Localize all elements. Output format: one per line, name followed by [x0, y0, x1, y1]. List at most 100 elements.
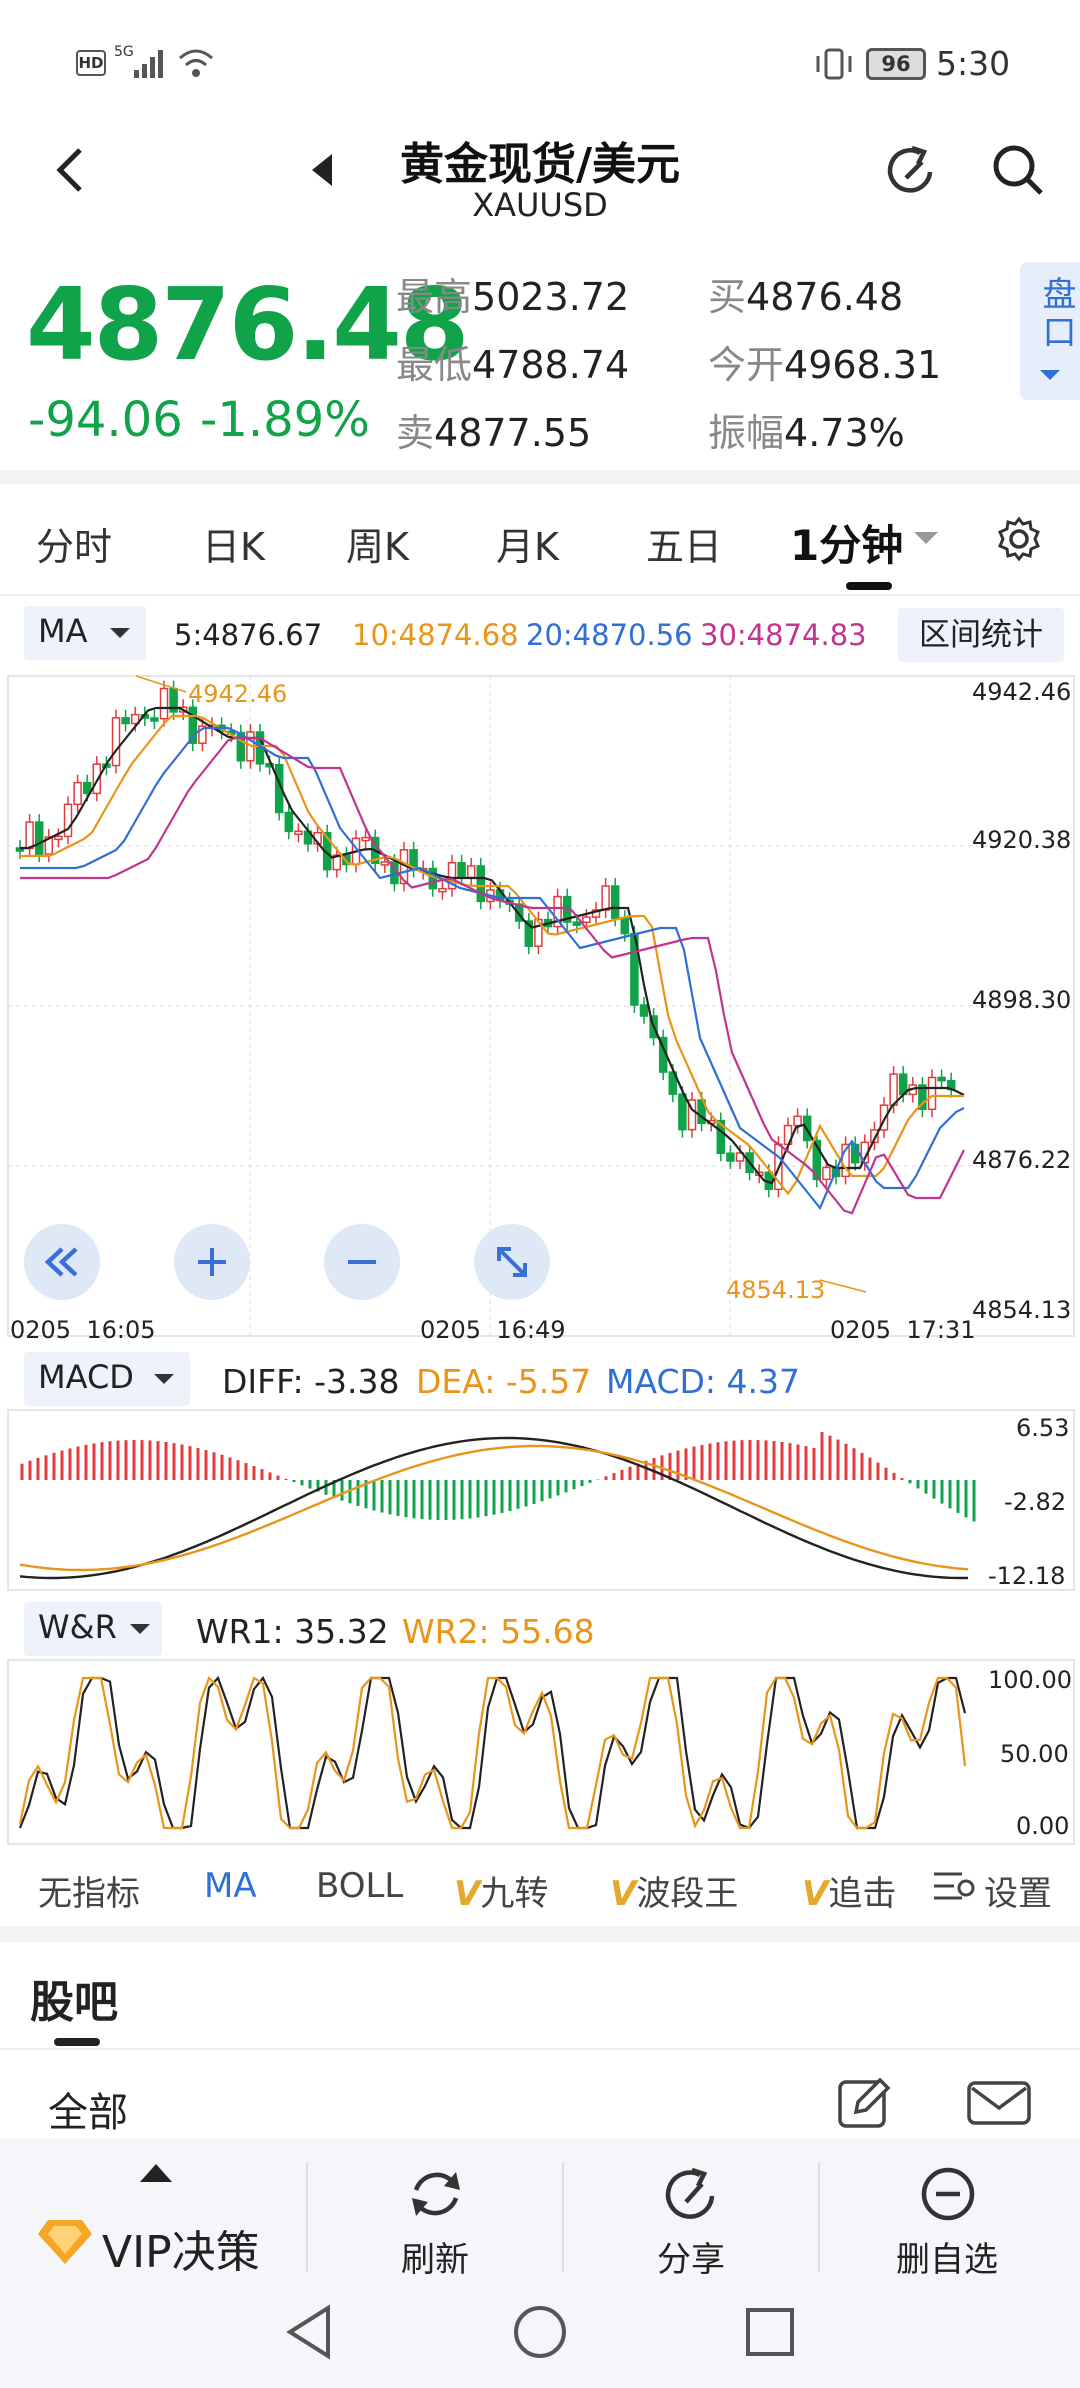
macd-chart: [7, 1409, 1075, 1591]
vip-decision-button[interactable]: VIP决策: [38, 2208, 298, 2278]
tab-weekly-k[interactable]: 周K: [346, 525, 409, 569]
quote-low: 最低4788.74: [396, 343, 630, 387]
nav-home-icon[interactable]: [512, 2304, 568, 2360]
macd-y-3: -12.18: [988, 1562, 1066, 1590]
price-change: -94.06: [28, 392, 183, 448]
time-label-1: 0205 16:05: [10, 1316, 156, 1344]
indicator-tabs: 无指标 MA BOLL V九转 V波段王 V追击 设置: [0, 1850, 1080, 1926]
ind-tab-boll[interactable]: BOLL: [316, 1866, 404, 1906]
share-icon: [665, 2167, 715, 2219]
y-label-2: 4920.38: [972, 826, 1072, 854]
wr2-value: WR2: 55.68: [402, 1612, 595, 1651]
status-time: 5:30: [936, 44, 1011, 83]
wr-y-1: 100.00: [988, 1666, 1072, 1694]
status-bar: HD 5G 96 5:30: [0, 0, 1080, 130]
share-icon[interactable]: [884, 142, 940, 202]
prev-instrument-icon[interactable]: [310, 152, 334, 192]
ind-tab-boduan[interactable]: V波段王: [610, 1874, 739, 1914]
quote-sell: 卖4877.55: [396, 411, 592, 455]
nav-back-icon[interactable]: [284, 2304, 334, 2360]
vip-v-icon: V: [454, 1874, 481, 1914]
quote-amplitude: 振幅4.73%: [708, 411, 905, 455]
ma20-value: 20:4870.56: [526, 618, 693, 652]
wr-selector[interactable]: W&R: [24, 1602, 162, 1656]
period-tabs: 分时 日K 周K 月K 五日 1分钟: [0, 490, 1080, 590]
divider: [0, 1926, 1080, 1942]
order-book-label: 盘口: [1036, 276, 1076, 352]
zoom-in-button[interactable]: [174, 1224, 250, 1300]
ma5-value: 5:4876.67: [174, 618, 323, 652]
refresh-button[interactable]: 刷新: [330, 2158, 540, 2288]
tab-daily-k[interactable]: 日K: [202, 525, 265, 569]
tab-1min[interactable]: 1分钟: [790, 521, 904, 570]
macd-macd: MACD: 4.37: [606, 1362, 801, 1401]
quote-buy: 买4876.48: [708, 275, 904, 319]
search-icon[interactable]: [990, 142, 1046, 202]
sliders-icon: [934, 1872, 975, 1900]
active-tab-indicator: [846, 582, 892, 590]
ma30-value: 30:4874.83: [700, 618, 867, 652]
divider: [562, 2162, 564, 2272]
bottom-action-bar: VIP决策 刷新 分享 删自选: [0, 2138, 1080, 2388]
share-button[interactable]: 分享: [586, 2158, 796, 2288]
wr1-value: WR1: 35.32: [196, 1612, 389, 1651]
divider: [818, 2162, 820, 2272]
guba-title-underline: [54, 2038, 100, 2046]
ind-tab-zhuiji[interactable]: V追击: [802, 1874, 897, 1914]
chart-settings-icon[interactable]: [996, 516, 1042, 566]
macd-selector[interactable]: MACD: [24, 1352, 190, 1406]
price-change-pct: -1.89%: [200, 392, 370, 448]
divider: [0, 470, 1080, 484]
order-book-button[interactable]: 盘口: [1020, 262, 1080, 400]
compose-icon[interactable]: [836, 2074, 892, 2134]
ma10-value: 10:4874.68: [352, 618, 519, 652]
diamond-icon: [38, 2220, 92, 2264]
ind-tab-jiuzhuan[interactable]: V九转: [454, 1874, 549, 1914]
zoom-out-button[interactable]: [324, 1224, 400, 1300]
macd-diff: DIFF: -3.38: [222, 1362, 400, 1401]
ind-tab-none[interactable]: 无指标: [38, 1874, 140, 1914]
minus-circle-icon: [921, 2167, 975, 2221]
macd-y-2: -2.82: [1004, 1488, 1067, 1516]
refresh-icon: [412, 2172, 460, 2216]
range-stats-button[interactable]: 区间统计: [898, 608, 1064, 662]
time-label-3: 0205 17:31: [830, 1316, 976, 1344]
divider: [0, 594, 1080, 596]
quote-open: 今开4968.31: [708, 343, 942, 387]
fullscreen-button[interactable]: [474, 1224, 550, 1300]
macd-dea: DEA: -5.57: [416, 1362, 592, 1401]
tab-five-day[interactable]: 五日: [646, 525, 723, 569]
page-subtitle: XAUUSD: [472, 186, 608, 224]
page-title: 黄金现货/美元: [399, 139, 681, 190]
low-marker-label: 4854.13: [726, 1276, 826, 1304]
nav-recent-icon[interactable]: [744, 2306, 796, 2358]
tab-monthly-k[interactable]: 月K: [496, 525, 559, 569]
candlestick-chart[interactable]: [0, 668, 1080, 1344]
divider: [306, 2162, 308, 2272]
vip-v-icon: V: [610, 1874, 637, 1914]
vibrate-icon: [814, 48, 854, 89]
expand-up-icon[interactable]: [140, 2164, 172, 2182]
battery-icon: 96: [866, 48, 926, 80]
divider: [0, 2048, 1080, 2050]
quote-high: 最高5023.72: [396, 275, 630, 319]
time-label-2: 0205 16:49: [420, 1316, 566, 1344]
guba-filter-all[interactable]: 全部: [48, 2090, 128, 2136]
wifi-icon: [176, 46, 216, 89]
y-label-5: 4854.13: [972, 1296, 1072, 1324]
ind-settings-button[interactable]: 设置: [928, 1856, 1080, 1920]
macd-y-1: 6.53: [1016, 1414, 1070, 1442]
5g-signal-icon: 5G: [114, 44, 170, 80]
current-price: 4876.48: [26, 266, 469, 383]
delete-watchlist-button[interactable]: 删自选: [842, 2158, 1052, 2288]
y-label-4: 4876.22: [972, 1146, 1072, 1174]
wr-chart: [7, 1659, 1075, 1845]
message-icon[interactable]: [966, 2080, 1032, 2130]
back-button[interactable]: [50, 140, 100, 200]
guba-title[interactable]: 股吧: [30, 1977, 118, 2028]
ind-tab-ma[interactable]: MA: [204, 1866, 257, 1906]
tab-timeshare[interactable]: 分时: [36, 525, 113, 569]
scroll-left-button[interactable]: [24, 1224, 100, 1300]
wr-y-2: 50.00: [1000, 1740, 1069, 1768]
ma-selector[interactable]: MA: [24, 606, 146, 660]
